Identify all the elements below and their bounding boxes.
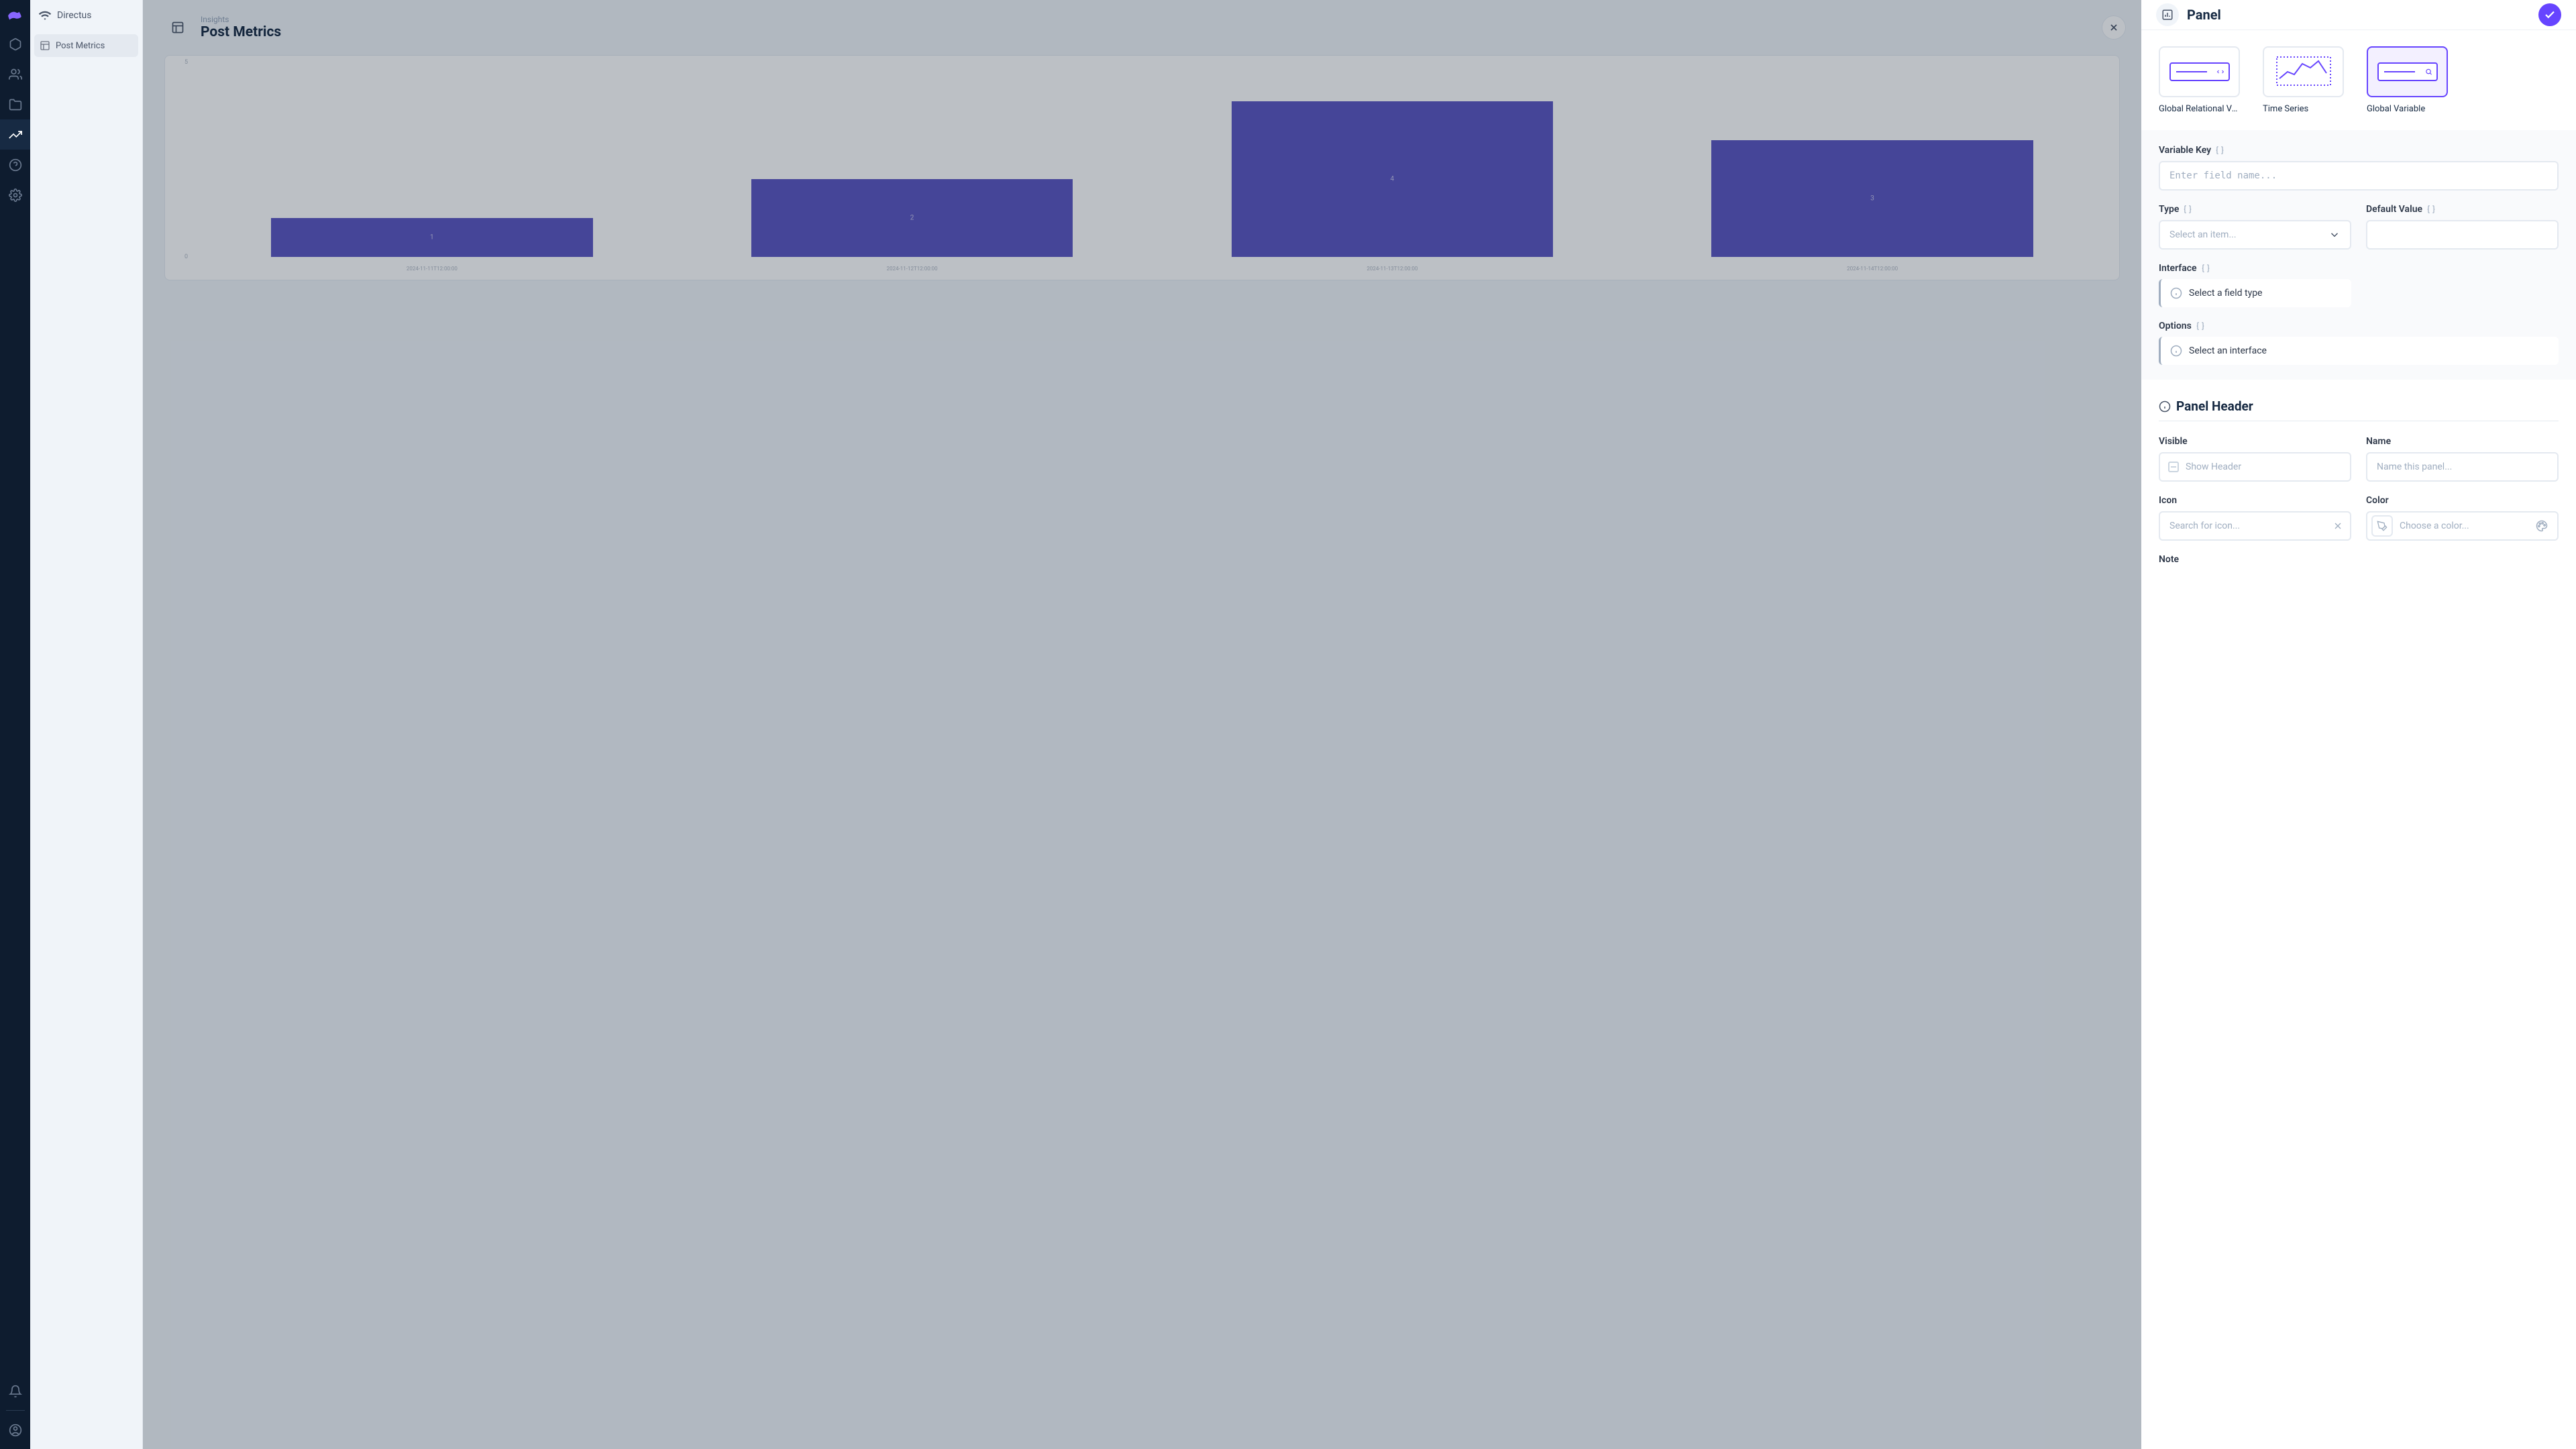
palette-icon bbox=[2536, 520, 2548, 532]
braces-icon[interactable] bbox=[2426, 205, 2436, 214]
info-icon bbox=[2170, 345, 2182, 357]
type-label: Time Series bbox=[2263, 104, 2344, 114]
search-icon bbox=[2425, 68, 2432, 76]
type-select[interactable]: Select an item... bbox=[2159, 220, 2351, 250]
rail-item-notifications[interactable] bbox=[0, 1376, 30, 1406]
braces-icon[interactable] bbox=[2215, 146, 2224, 155]
panel-type-row: Global Relational Varia… Time Series bbox=[2159, 46, 2559, 114]
drawer-title: Panel bbox=[2187, 7, 2530, 23]
close-icon bbox=[2332, 521, 2343, 531]
info-icon bbox=[2170, 287, 2182, 299]
color-swatch-button[interactable] bbox=[2371, 515, 2393, 537]
default-value-input[interactable] bbox=[2366, 220, 2559, 250]
interface-notice: Select a field type bbox=[2159, 279, 2351, 307]
type-global-variable[interactable]: Global Variable bbox=[2367, 46, 2448, 114]
braces-icon[interactable] bbox=[2201, 264, 2210, 273]
eyedropper-icon bbox=[2377, 521, 2387, 531]
rail-item-docs[interactable] bbox=[0, 150, 30, 180]
info-icon bbox=[2159, 400, 2171, 413]
rail-item-insights[interactable] bbox=[0, 119, 30, 150]
main-area: Insights Post Metrics 05 1243 2024-11-11… bbox=[143, 0, 2141, 1449]
visible-label: Visible bbox=[2159, 436, 2351, 447]
variable-key-input[interactable] bbox=[2159, 161, 2559, 191]
module-sidebar: Directus Post Metrics bbox=[30, 0, 143, 1449]
interface-label: Interface bbox=[2159, 263, 2351, 274]
type-label: Global Variable bbox=[2367, 104, 2448, 114]
check-icon bbox=[2544, 9, 2556, 21]
panel-header-section-title: Panel Header bbox=[2159, 398, 2559, 421]
type-label: Type bbox=[2159, 204, 2351, 215]
logo-icon[interactable] bbox=[4, 4, 26, 26]
wifi-icon bbox=[38, 9, 52, 22]
module-header: Directus bbox=[30, 0, 142, 30]
default-value-label: Default Value bbox=[2366, 204, 2559, 215]
options-label: Options bbox=[2159, 321, 2559, 331]
panel-name-input[interactable] bbox=[2366, 452, 2559, 482]
nav-rail bbox=[0, 0, 30, 1449]
confirm-button[interactable] bbox=[2538, 3, 2561, 26]
note-label: Note bbox=[2159, 554, 2559, 565]
module-item-label: Post Metrics bbox=[56, 41, 105, 51]
color-label: Color bbox=[2366, 495, 2559, 506]
variable-key-label: Variable Key bbox=[2159, 145, 2559, 156]
arrows-icon bbox=[2216, 68, 2224, 76]
timeseries-icon bbox=[2273, 54, 2334, 89]
rail-item-files[interactable] bbox=[0, 89, 30, 119]
drawer-body: Global Relational Varia… Time Series bbox=[2141, 30, 2576, 1449]
name-label: Name bbox=[2366, 436, 2559, 447]
rail-item-account[interactable] bbox=[0, 1415, 30, 1445]
chevron-down-icon bbox=[2328, 229, 2341, 241]
type-global-relational[interactable]: Global Relational Varia… bbox=[2159, 46, 2240, 114]
panel-drawer: Panel Global Relational Varia… bbox=[2141, 0, 2576, 1449]
palette-button[interactable] bbox=[2530, 520, 2553, 532]
dashboard-icon bbox=[40, 40, 50, 51]
module-brand-text: Directus bbox=[57, 10, 91, 21]
module-list: Post Metrics bbox=[30, 30, 142, 61]
braces-icon[interactable] bbox=[2196, 321, 2205, 331]
clear-icon-button[interactable] bbox=[2332, 521, 2343, 531]
icon-label: Icon bbox=[2159, 495, 2351, 506]
show-header-checkbox[interactable]: Show Header bbox=[2159, 452, 2351, 482]
modal-overlay[interactable] bbox=[143, 0, 2141, 1449]
drawer-header: Panel bbox=[2141, 0, 2576, 30]
icon-search-input[interactable] bbox=[2159, 511, 2351, 541]
module-item-post-metrics[interactable]: Post Metrics bbox=[34, 34, 138, 57]
bar-chart-icon bbox=[2156, 3, 2179, 26]
checkbox-indeterminate-icon bbox=[2168, 462, 2179, 472]
rail-item-users[interactable] bbox=[0, 59, 30, 89]
options-notice: Select an interface bbox=[2159, 337, 2559, 365]
type-time-series[interactable]: Time Series bbox=[2263, 46, 2344, 114]
rail-item-settings[interactable] bbox=[0, 180, 30, 210]
braces-icon[interactable] bbox=[2183, 205, 2192, 214]
rail-item-content[interactable] bbox=[0, 29, 30, 59]
type-label: Global Relational Varia… bbox=[2159, 104, 2240, 114]
color-field: Choose a color... bbox=[2366, 511, 2559, 541]
